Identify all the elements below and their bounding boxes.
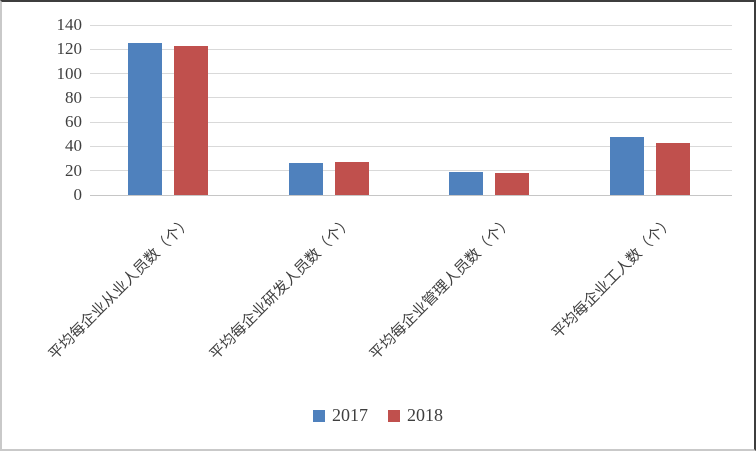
bar-2018-category-3	[495, 173, 530, 195]
y-tick-label: 140	[56, 15, 83, 34]
bar-2017-category-3	[449, 171, 484, 195]
y-tick-label: 100	[56, 63, 83, 83]
legend-label-2018: 2018	[407, 405, 443, 425]
category-label-3: 平均每企业管理人员数（个）	[367, 214, 517, 364]
bar-2018-category-1	[174, 45, 209, 195]
y-tick-label: 80	[65, 87, 82, 107]
gridline-y0	[90, 194, 732, 196]
y-tick-label: 60	[65, 112, 82, 132]
gridline-y100	[90, 73, 732, 75]
gridline-y140	[90, 24, 732, 26]
category-label-2: 平均每企业研发人员数（个）	[206, 214, 357, 364]
y-tick-label: 20	[65, 160, 82, 180]
y-tick-label: 0	[73, 185, 83, 204]
gridline-y60	[90, 121, 732, 123]
y-tick-label: 40	[65, 136, 82, 156]
gridline-y20	[90, 170, 732, 172]
bar-2017-category-2	[288, 163, 323, 195]
category-label-1: 平均每企业从业人员数（个）	[46, 214, 196, 364]
chart-legend: 2017 2018	[2, 405, 754, 426]
legend-swatch-2018	[388, 409, 400, 422]
legend-item-2017: 2017	[313, 405, 368, 426]
gridline-y40	[90, 145, 732, 147]
legend-swatch-2017	[313, 409, 325, 422]
legend-label-2017: 2017	[332, 405, 368, 425]
gridline-y120	[90, 48, 732, 50]
bar-2018-category-4	[655, 142, 690, 195]
legend-item-2018: 2018	[388, 405, 443, 426]
bar-2017-category-4	[609, 136, 644, 195]
bar-2018-category-2	[334, 162, 369, 195]
category-label-4: 平均每企业工人数（个）	[549, 214, 678, 342]
gridline-y80	[90, 97, 732, 99]
y-tick-label: 120	[56, 39, 83, 59]
bar-2017-category-1	[128, 43, 163, 195]
